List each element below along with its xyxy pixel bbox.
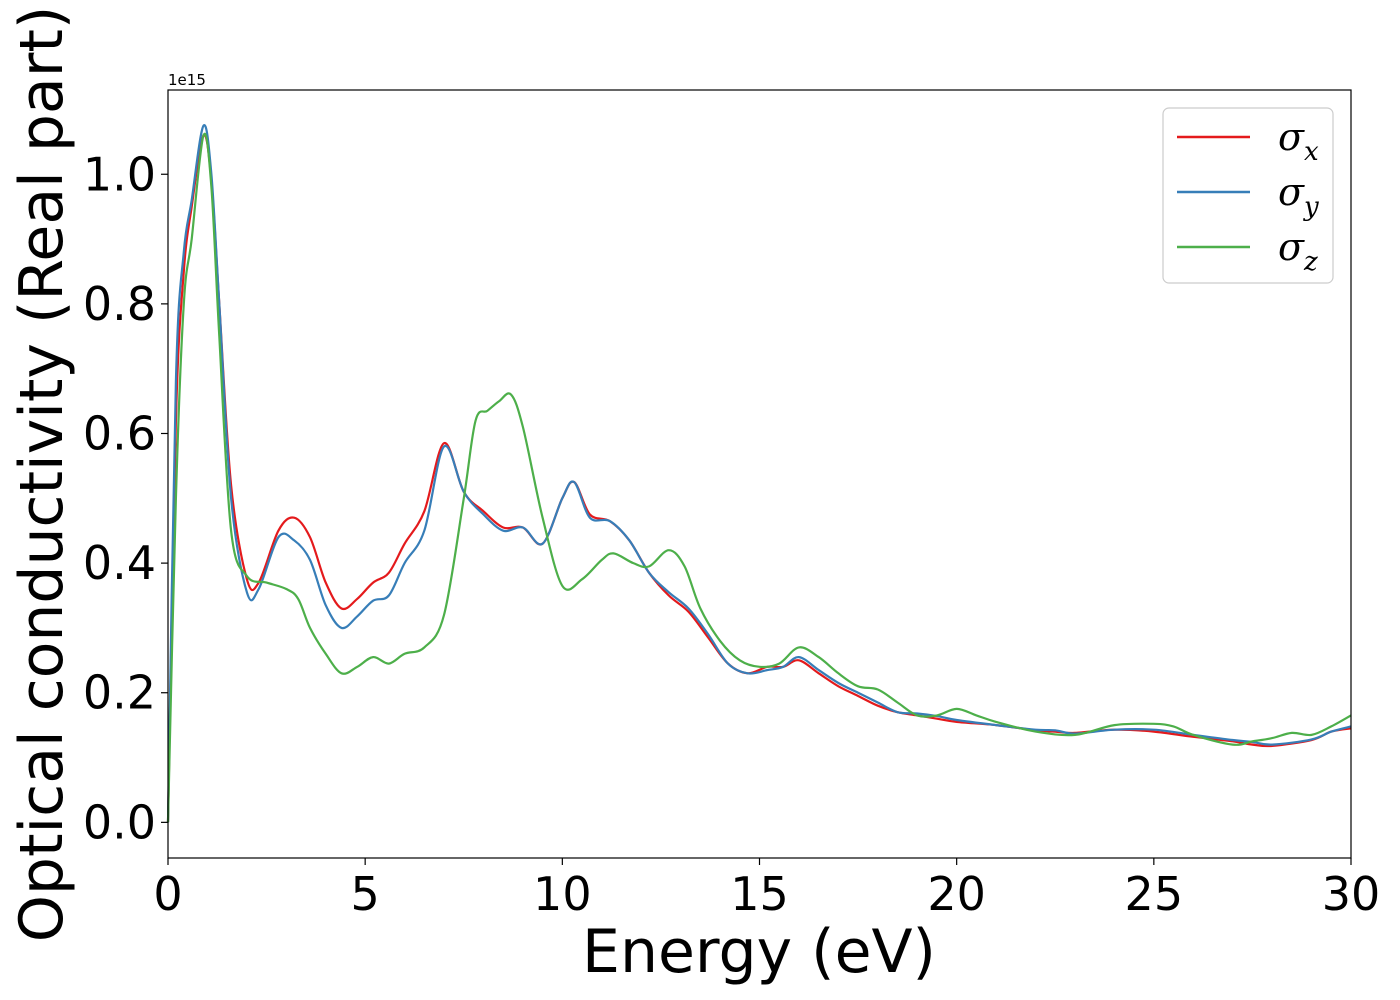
legend-label-y: σy (1278, 170, 1319, 222)
y-axis-ticks: 0.0 0.2 0.4 0.6 0.8 1.0 (83, 147, 168, 849)
x-tick-label: 25 (1125, 867, 1184, 921)
y-offset-label: 1e15 (168, 71, 206, 89)
x-axis-ticks: 0 5 10 15 20 25 30 (153, 858, 1380, 921)
x-tick-label: 5 (351, 867, 380, 921)
y-tick-label: 0.8 (83, 277, 156, 331)
legend-label-x: σx (1278, 115, 1319, 167)
x-tick-label: 20 (927, 867, 986, 921)
y-tick-label: 0.6 (83, 406, 156, 460)
x-tick-label: 0 (153, 867, 182, 921)
x-tick-label: 15 (730, 867, 789, 921)
x-tick-label: 10 (533, 867, 592, 921)
y-tick-label: 1.0 (83, 147, 156, 201)
y-axis-title: Optical conductivity (Real part) (7, 6, 77, 943)
x-tick-label: 30 (1322, 867, 1381, 921)
series-layer (166, 124, 1352, 823)
x-axis-title: Energy (eV) (582, 917, 936, 987)
y-tick-label: 0.4 (83, 536, 156, 590)
series-line-z (166, 132, 1352, 823)
legend-box (1162, 107, 1334, 284)
y-tick-label: 0.0 (83, 795, 156, 849)
y-tick-label: 0.2 (83, 666, 156, 720)
legend-label-z: σz (1278, 225, 1318, 277)
